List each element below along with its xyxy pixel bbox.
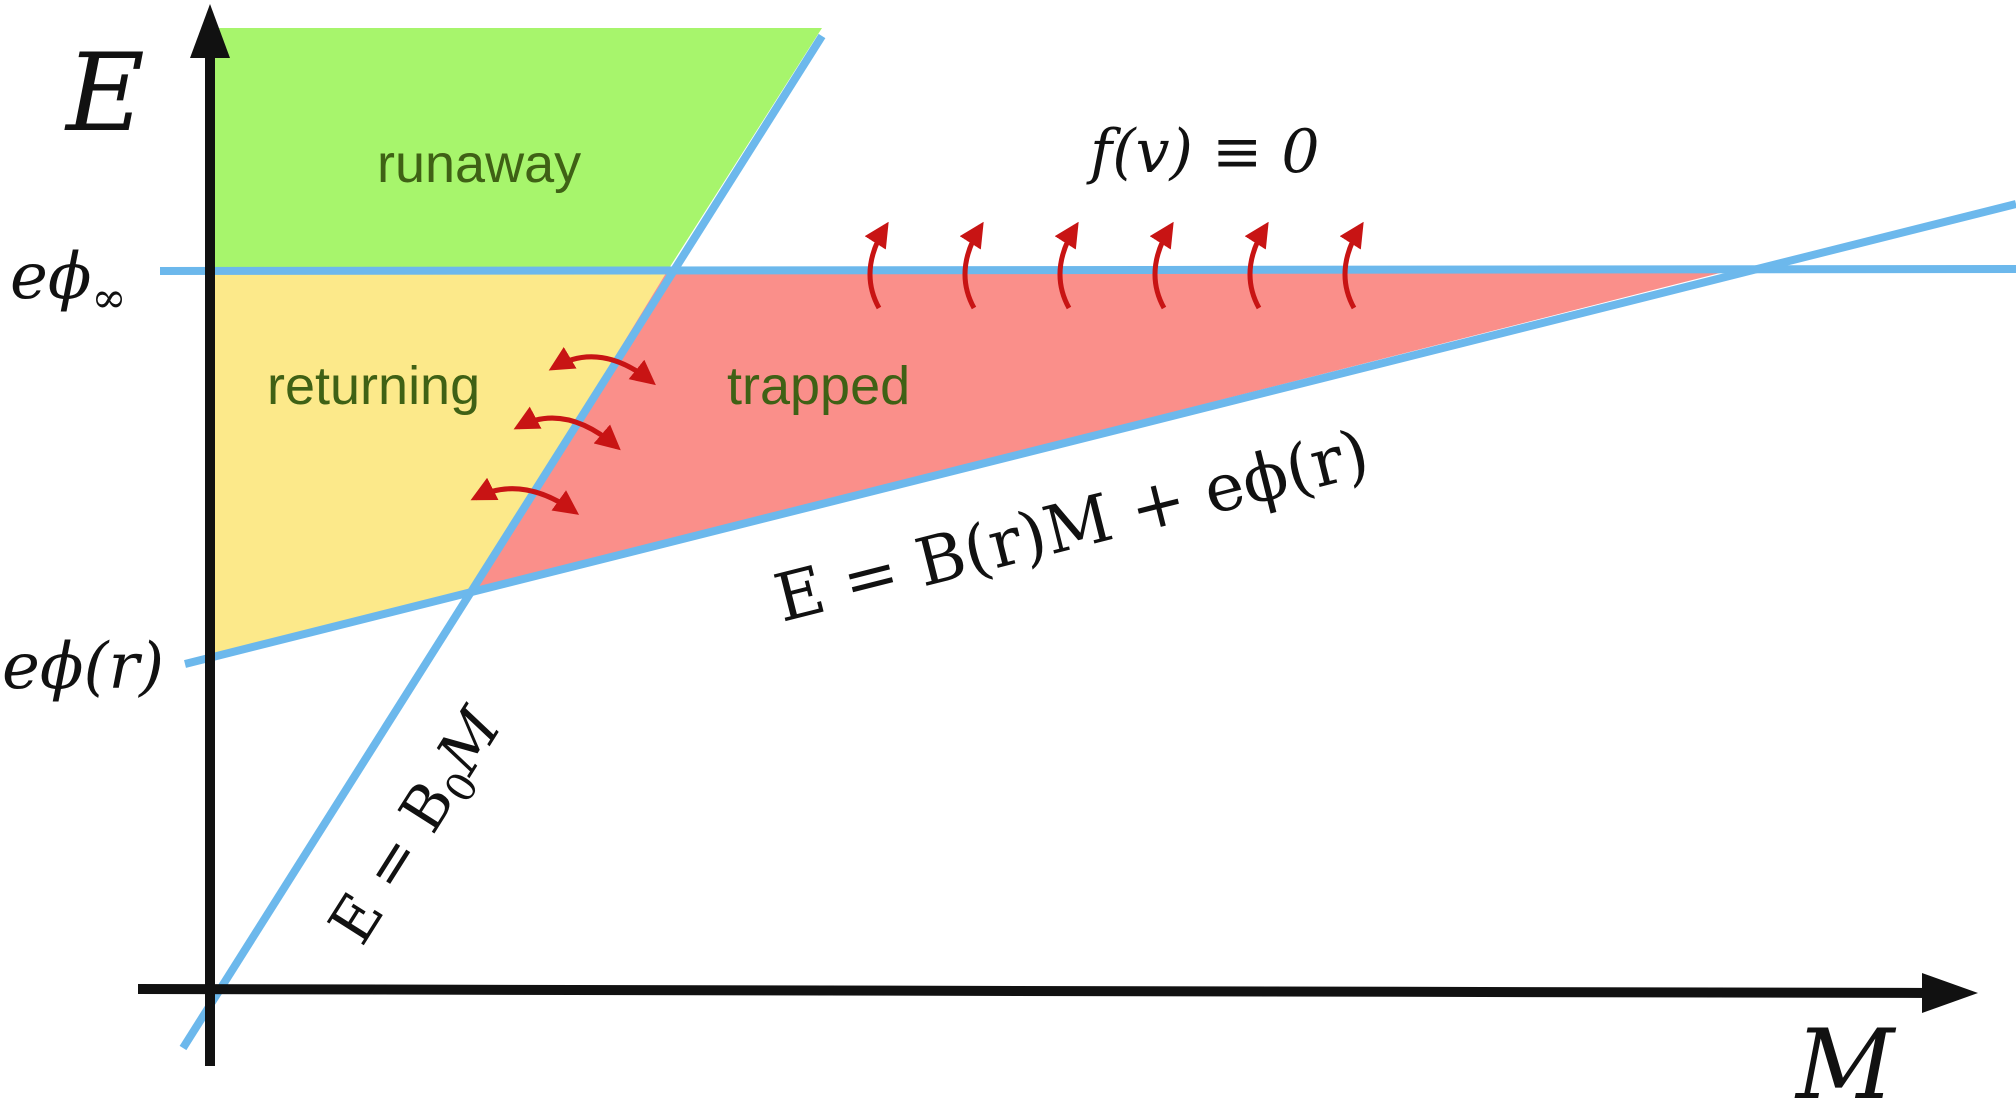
loss-arrow <box>864 221 889 310</box>
x-axis <box>137 984 1936 998</box>
distribution-equation: f(v) ≡ 0 <box>1086 117 1320 187</box>
loss-arrow <box>1244 221 1269 310</box>
trapped-label: trapped <box>727 356 910 416</box>
loss-arrow <box>1149 221 1174 310</box>
e-equals-b0m-line <box>179 33 826 1051</box>
y-axis-label: E <box>64 31 145 156</box>
loss-arrow <box>959 221 984 310</box>
x-axis-label: M <box>1794 1009 1897 1105</box>
potential-line <box>184 200 2016 668</box>
loss-arrow <box>1054 221 1079 310</box>
exchange-arrow <box>470 477 580 515</box>
loss-arrow <box>1339 221 1364 310</box>
phi-r-label: eϕ(r) <box>2 630 164 704</box>
svg-text:E = B0M: E = B0M <box>316 695 523 960</box>
x-axis-arrowhead <box>1922 973 1978 1013</box>
runaway-label: runaway <box>377 134 581 194</box>
y-axis-arrowhead <box>190 4 230 58</box>
runaway-region <box>210 28 822 273</box>
phi-infinity-label: eϕ∞ <box>10 240 127 322</box>
exchange-arrow <box>548 347 656 386</box>
exchange-arrow <box>513 406 621 451</box>
bounce-line-equation: E = B0M <box>316 695 523 960</box>
returning-label: returning <box>267 356 480 416</box>
phi-infinity-line <box>159 265 2016 275</box>
